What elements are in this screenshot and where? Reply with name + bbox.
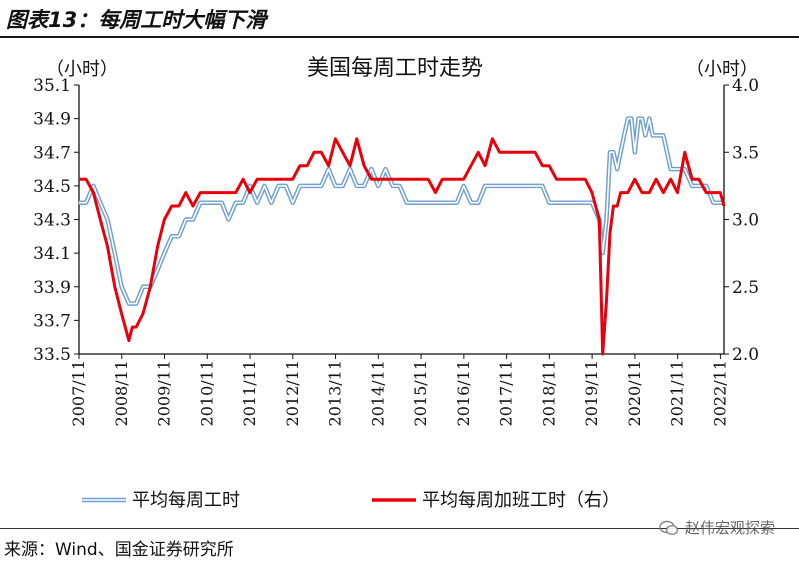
x-tick-label: 2019/11 bbox=[582, 360, 601, 426]
series-line-hours bbox=[78, 116, 725, 306]
series-line-overtime bbox=[78, 137, 726, 356]
y-left-tick-label: 33.5 bbox=[33, 345, 71, 365]
y-right-tick-label: 3.0 bbox=[732, 211, 759, 231]
y-right-tick-label: 4.0 bbox=[732, 76, 759, 96]
legend: 平均每周工时 平均每周加班工时（右） bbox=[82, 490, 620, 511]
x-tick-label: 2007/11 bbox=[69, 360, 88, 426]
y-right-unit: （小时） bbox=[686, 59, 758, 80]
source-note: 来源：Wind、国金证券研究所 bbox=[4, 540, 234, 560]
footer-divider bbox=[0, 528, 799, 529]
y-left-tick-label: 34.5 bbox=[33, 177, 71, 197]
legend-label-overtime: 平均每周加班工时（右） bbox=[422, 490, 620, 511]
legend-label-hours: 平均每周工时 bbox=[132, 490, 240, 511]
wechat-icon bbox=[659, 520, 679, 535]
y-left-tick-label: 34.7 bbox=[33, 143, 71, 163]
x-tick-label: 2014/11 bbox=[368, 360, 387, 426]
axes: 35.1 34.9 34.7 34.5 34.3 34.1 33.9 33.7 33.5 4.0 3… bbox=[33, 76, 759, 426]
y-left-tick-label: 33.7 bbox=[33, 311, 71, 331]
x-tick-label: 2018/11 bbox=[539, 360, 558, 426]
y-left-tick-label: 34.1 bbox=[33, 244, 71, 264]
watermark: 赵伟宏观探索 bbox=[659, 517, 775, 538]
y-left-unit: （小时） bbox=[46, 59, 118, 80]
x-tick-label: 2017/11 bbox=[497, 360, 516, 426]
x-tick-label: 2015/11 bbox=[411, 360, 430, 426]
x-tick-label: 2013/11 bbox=[326, 360, 345, 426]
x-tick-label: 2011/11 bbox=[240, 360, 259, 426]
y-left-tick-label: 34.9 bbox=[33, 110, 71, 130]
y-left-tick-label: 34.3 bbox=[33, 211, 71, 231]
chart-title: 美国每周工时走势 bbox=[307, 56, 483, 81]
y-right-tick-label: 3.5 bbox=[732, 143, 759, 163]
watermark-text: 赵伟宏观探索 bbox=[684, 519, 775, 537]
figure-title: 图表13：每周工时大幅下滑 bbox=[6, 8, 267, 32]
y-right-tick-label: 2.0 bbox=[732, 345, 759, 365]
x-tick-label: 2010/11 bbox=[197, 360, 216, 426]
line-chart: 美国每周工时走势 （小时） （小时） 35.134.934.734.534.33… bbox=[33, 56, 759, 511]
x-tick-label: 2009/11 bbox=[155, 360, 174, 426]
x-tick-label: 2008/11 bbox=[112, 360, 131, 426]
series-layer bbox=[78, 116, 726, 356]
y-right-tick-label: 2.5 bbox=[732, 278, 759, 298]
x-tick-label: 2020/11 bbox=[625, 360, 644, 426]
y-left-tick-label: 33.9 bbox=[33, 278, 71, 298]
x-tick-label: 2022/11 bbox=[710, 360, 729, 426]
x-tick-label: 2012/11 bbox=[283, 360, 302, 426]
title-divider bbox=[0, 36, 799, 38]
x-tick-label: 2021/11 bbox=[668, 360, 687, 426]
x-tick-label: 2016/11 bbox=[454, 360, 473, 426]
series-line-hours-inner bbox=[78, 117, 725, 305]
y-left-tick-label: 35.1 bbox=[33, 76, 71, 96]
